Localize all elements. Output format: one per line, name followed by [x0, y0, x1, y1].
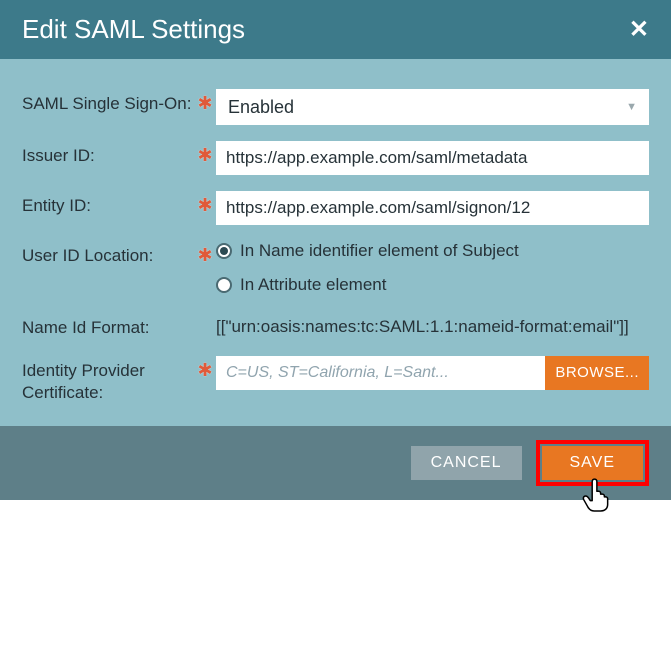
chevron-down-icon: ▼: [626, 101, 637, 113]
browse-button[interactable]: BROWSE...: [545, 356, 649, 390]
required-icon: ✱: [194, 141, 216, 166]
saml-settings-modal: Edit SAML Settings ✕ SAML Single Sign-On…: [0, 0, 671, 500]
row-idpcert: Identity Provider Certificate: ✱ C=US, S…: [22, 356, 649, 404]
issuer-input[interactable]: [216, 141, 649, 175]
idpcert-display: C=US, ST=California, L=Sant...: [216, 356, 545, 390]
label-nameidformat: Name Id Format:: [22, 313, 194, 339]
modal-body: SAML Single Sign-On: ✱ Enabled ▼ Issuer …: [0, 59, 671, 426]
modal-footer: CANCEL SAVE: [0, 426, 671, 500]
label-issuer: Issuer ID:: [22, 141, 194, 167]
modal-title: Edit SAML Settings: [22, 14, 245, 45]
required-spacer: [194, 313, 216, 317]
row-issuer: Issuer ID: ✱: [22, 141, 649, 175]
required-icon: ✱: [194, 241, 216, 266]
nameidformat-value: [["urn:oasis:names:tc:SAML:1.1:nameid-fo…: [216, 313, 649, 340]
radio-label-nameid: In Name identifier element of Subject: [240, 241, 519, 261]
row-entity: Entity ID: ✱: [22, 191, 649, 225]
save-highlight: SAVE: [536, 440, 650, 486]
radio-option-attribute[interactable]: In Attribute element: [216, 275, 649, 295]
cursor-hand-icon: [580, 478, 610, 512]
label-idpcert: Identity Provider Certificate:: [22, 356, 194, 404]
radio-label-attribute: In Attribute element: [240, 275, 386, 295]
save-button[interactable]: SAVE: [542, 446, 644, 480]
entity-input[interactable]: [216, 191, 649, 225]
label-entity: Entity ID:: [22, 191, 194, 217]
label-userid: User ID Location:: [22, 241, 194, 267]
radio-icon: [216, 277, 232, 293]
row-nameidformat: Name Id Format: [["urn:oasis:names:tc:SA…: [22, 313, 649, 340]
row-sso: SAML Single Sign-On: ✱ Enabled ▼: [22, 89, 649, 125]
required-icon: ✱: [194, 89, 216, 114]
radio-option-nameid[interactable]: In Name identifier element of Subject: [216, 241, 649, 261]
radio-icon: [216, 243, 232, 259]
sso-select[interactable]: Enabled ▼: [216, 89, 649, 125]
close-icon[interactable]: ✕: [629, 15, 649, 44]
cancel-button[interactable]: CANCEL: [411, 446, 522, 480]
label-sso: SAML Single Sign-On:: [22, 89, 194, 115]
modal-header: Edit SAML Settings ✕: [0, 0, 671, 59]
row-userid: User ID Location: ✱ In Name identifier e…: [22, 241, 649, 295]
required-icon: ✱: [194, 191, 216, 216]
sso-select-value: Enabled: [228, 97, 294, 118]
required-icon: ✱: [194, 356, 216, 381]
